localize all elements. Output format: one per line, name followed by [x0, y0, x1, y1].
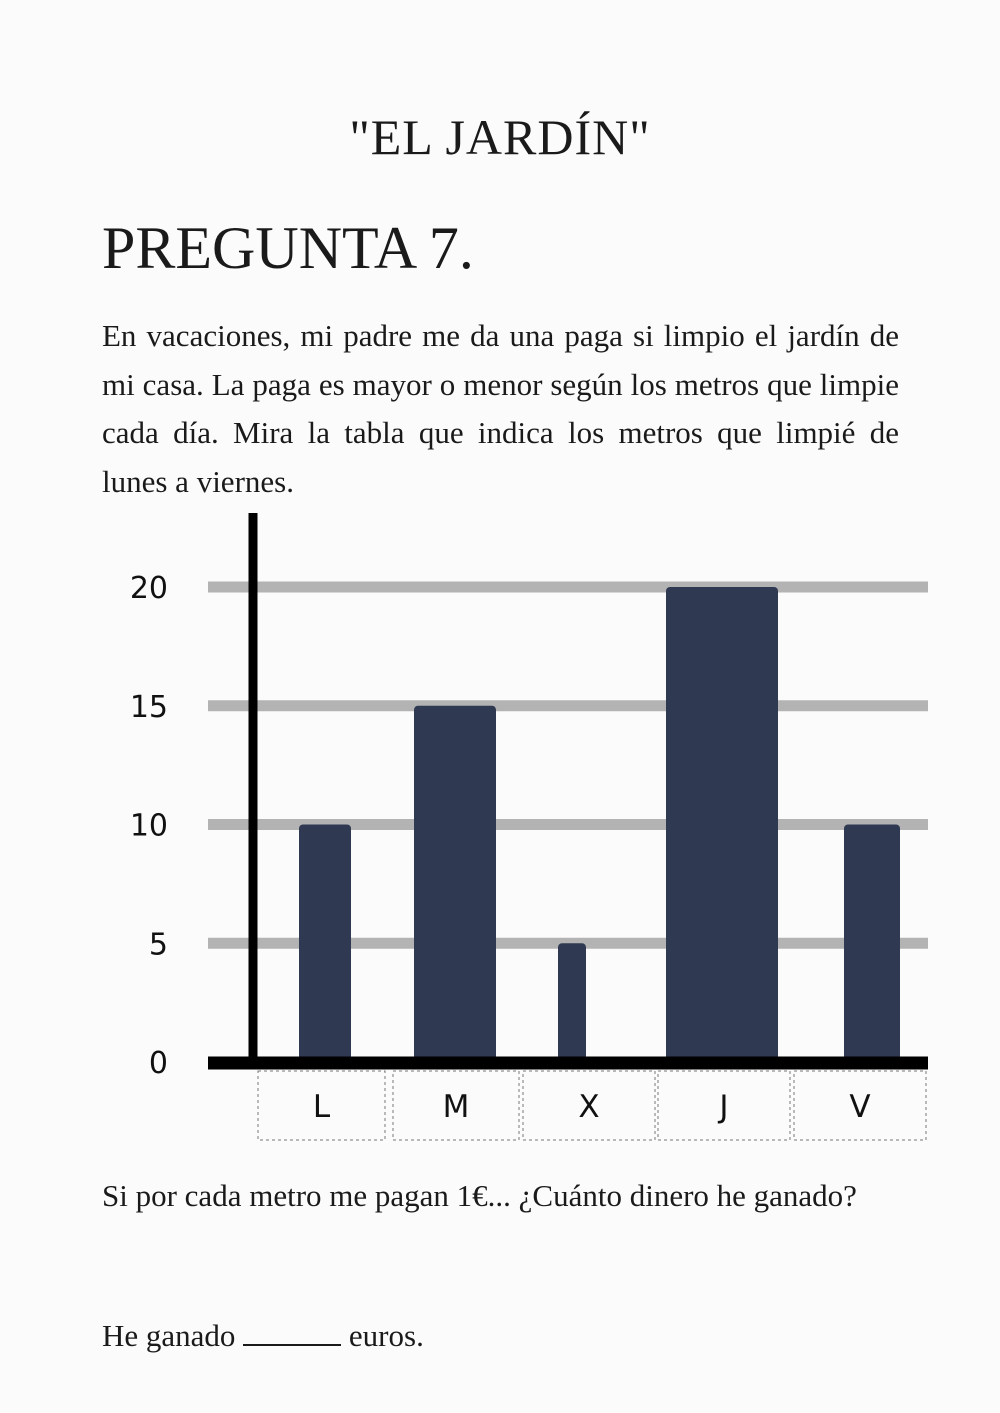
category-box: [793, 1070, 927, 1141]
bar-X: [558, 943, 586, 1062]
category-label: V: [849, 1089, 870, 1125]
question-prompt: Si por cada metro me pagan 1€... ¿Cuánto…: [102, 1178, 857, 1213]
y-tick-label: 10: [130, 809, 168, 844]
answer-line: He ganado euros.: [102, 1318, 424, 1354]
category-label: L: [313, 1089, 331, 1125]
y-tick-label: 0: [149, 1046, 168, 1081]
category-label: J: [717, 1089, 728, 1125]
category-label: X: [578, 1089, 599, 1125]
bar-L: [299, 824, 351, 1062]
bar-J: [666, 587, 778, 1062]
category-label: M: [443, 1089, 470, 1125]
y-tick-label: 20: [130, 571, 168, 606]
answer-blank[interactable]: [243, 1318, 342, 1346]
problem-paragraph: En vacaciones, mi padre me da una paga s…: [102, 318, 899, 499]
answer-prefix: He ganado: [102, 1318, 236, 1353]
y-tick-labels: 0 5 10 15 20: [130, 571, 168, 1081]
bar-V: [844, 824, 900, 1062]
category-box: [257, 1070, 386, 1141]
worksheet-title: "EL JARDÍN": [349, 109, 651, 165]
y-tick-label: 5: [149, 927, 168, 962]
category-box: [392, 1070, 520, 1141]
answer-suffix: euros.: [348, 1318, 424, 1353]
category-box: [657, 1070, 791, 1141]
question-heading: PREGUNTA 7.: [102, 215, 474, 281]
bars: [299, 587, 900, 1062]
category-box: [522, 1070, 656, 1141]
axes: [208, 513, 928, 1070]
bar-M: [414, 705, 496, 1062]
y-tick-label: 15: [130, 690, 168, 725]
